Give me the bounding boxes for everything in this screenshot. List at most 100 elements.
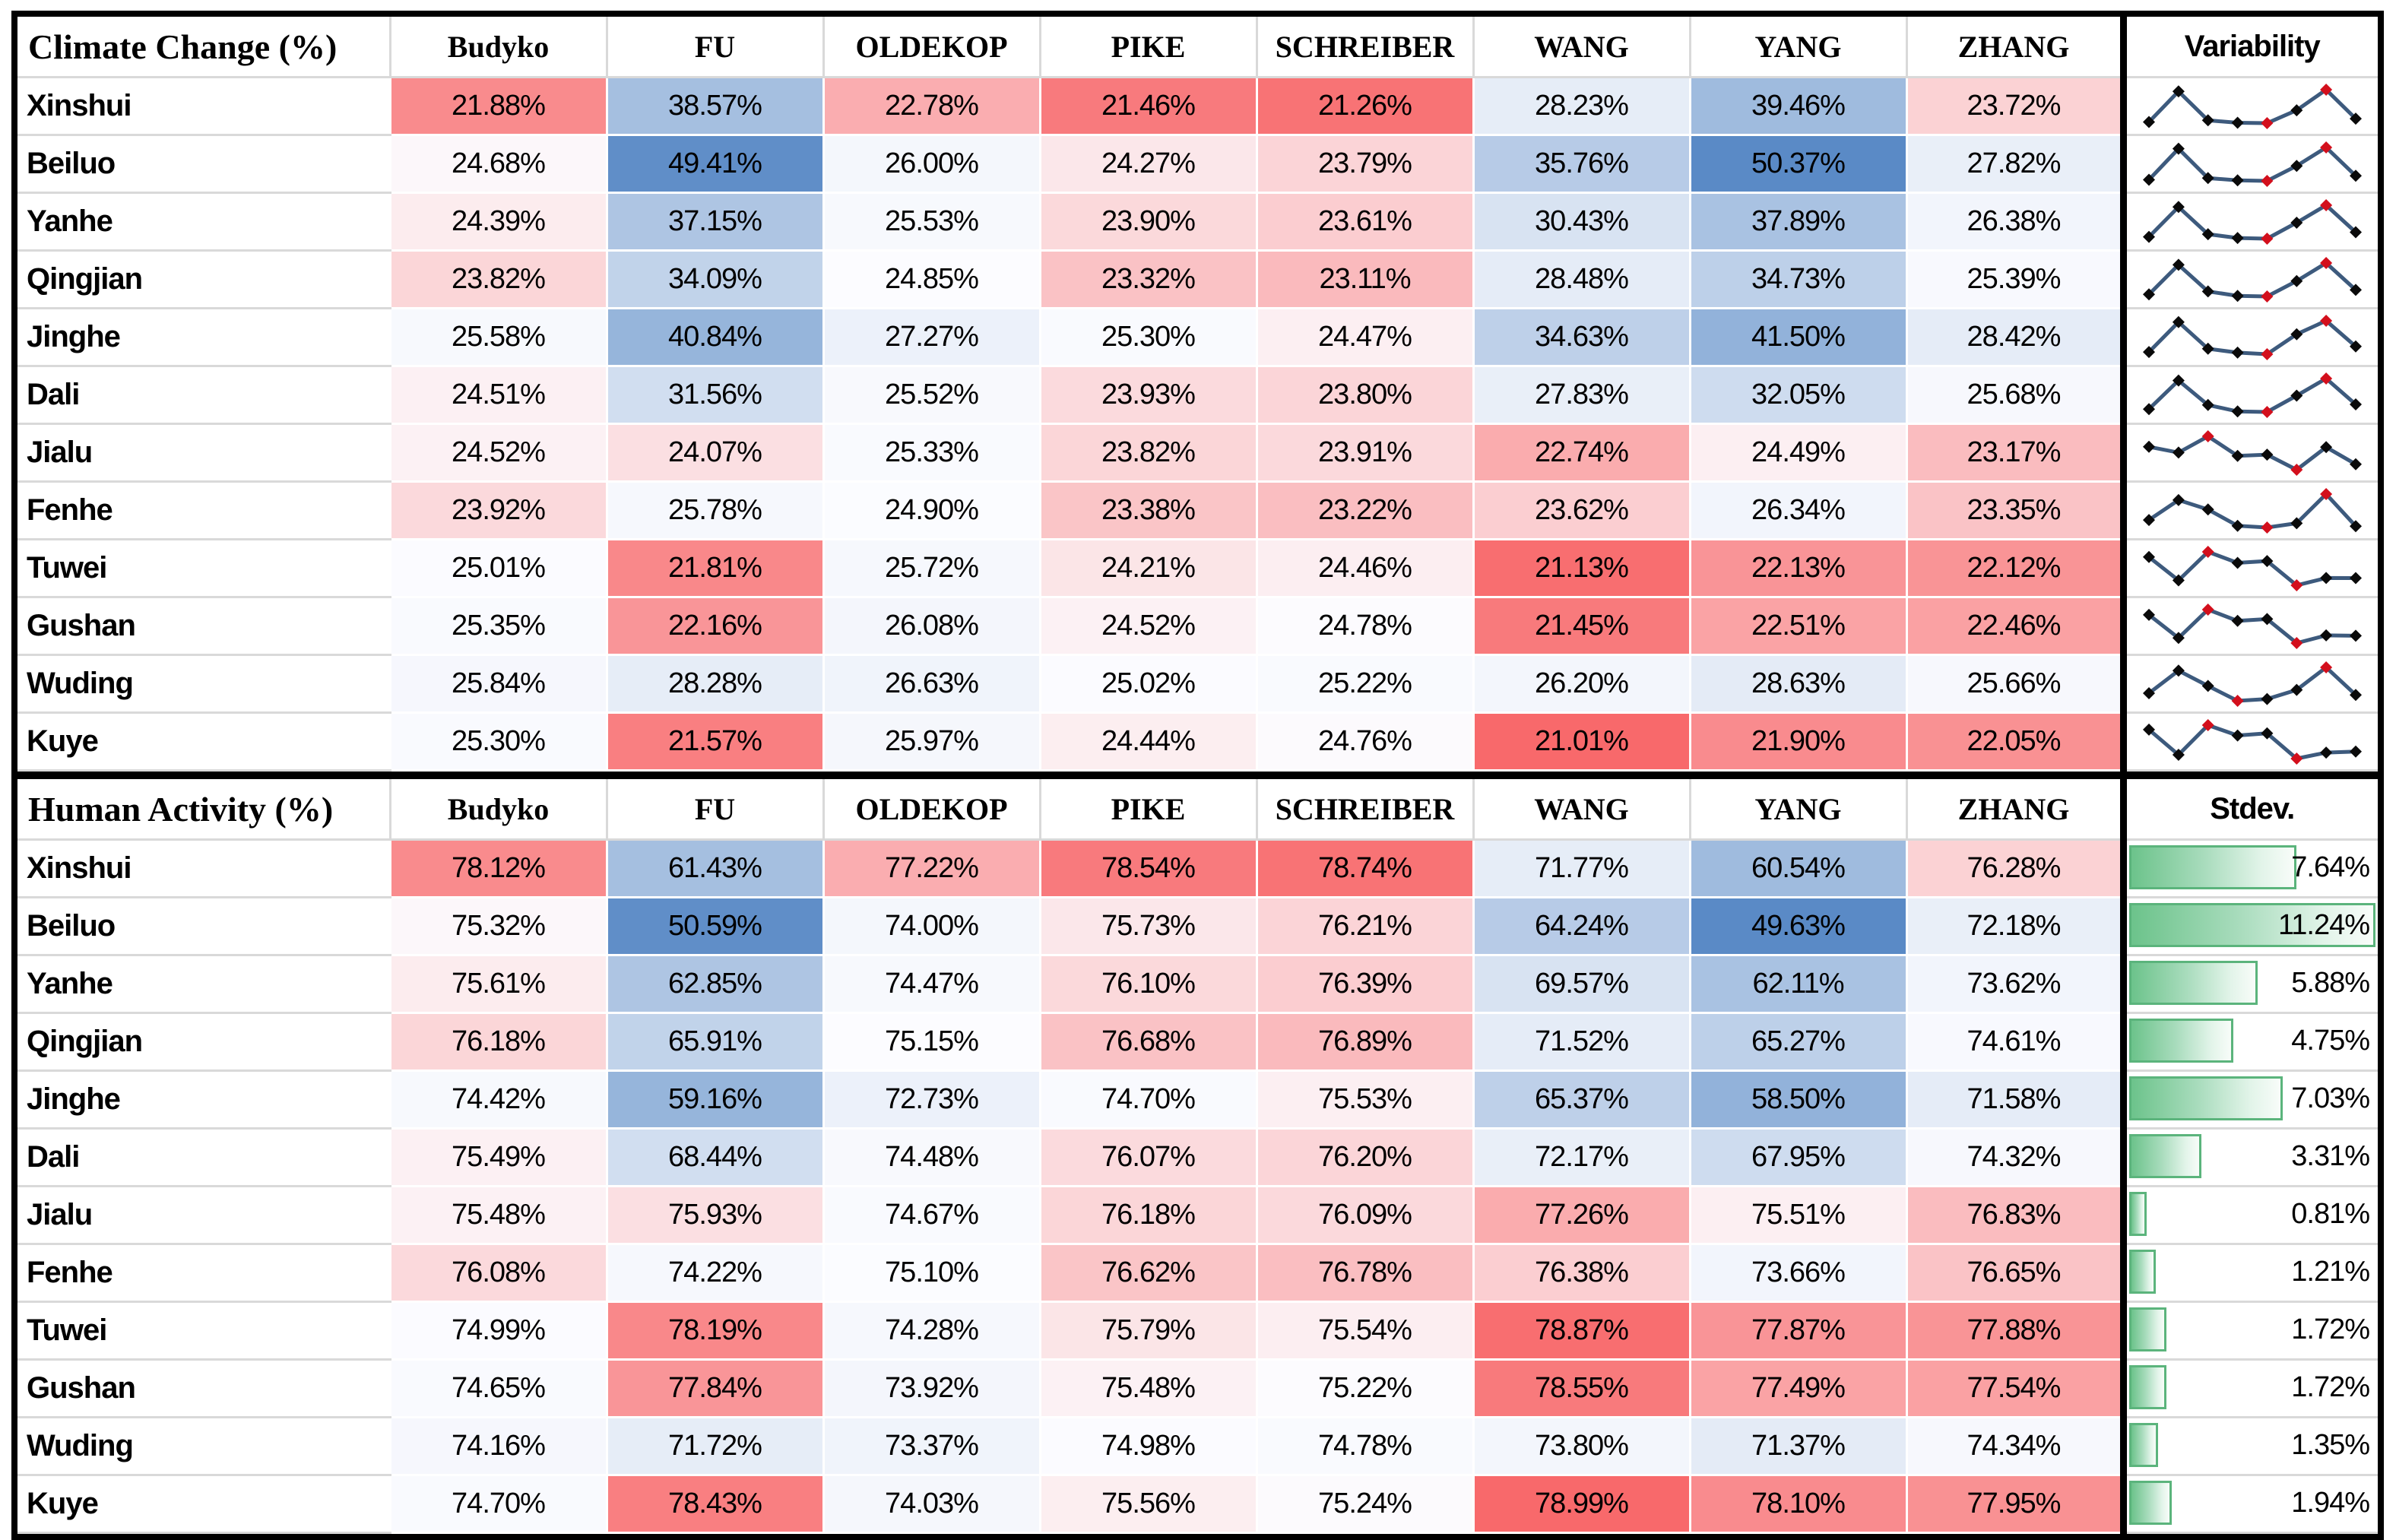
stdev-value: 5.88%: [2291, 966, 2370, 999]
value-cell: 74.00%: [822, 897, 1040, 956]
stdev-cell: 4.75%: [2119, 1012, 2378, 1072]
stdev-bar: [2130, 1481, 2172, 1525]
method-header-oldekop: OLDEKOP: [822, 17, 1040, 78]
value-cell: 76.21%: [1255, 897, 1473, 956]
stdev-bar: [2130, 1019, 2233, 1063]
value-cell: 23.38%: [1038, 481, 1257, 540]
value-cell: 74.22%: [605, 1244, 823, 1303]
value-cell: 25.30%: [388, 712, 607, 772]
value-cell: 76.65%: [1905, 1244, 2123, 1303]
table-row: Jialu 24.52% 24.07% 25.33% 23.82% 23.91% 22.74…: [17, 423, 2378, 483]
value-cell: 39.46%: [1688, 77, 1906, 136]
value-cell: 23.61%: [1255, 192, 1473, 252]
value-cell: 23.79%: [1255, 135, 1473, 194]
stdev-cell: 1.72%: [2119, 1301, 2378, 1361]
data-table: Climate Change (%) Budyko FU OLDEKOP PIKE SCH…: [17, 17, 2378, 772]
variability-cell: [2119, 539, 2378, 598]
variability-header: Variability: [2119, 17, 2378, 78]
value-cell: 22.46%: [1905, 597, 2123, 656]
value-cell: 21.88%: [388, 77, 607, 136]
method-header-pike: PIKE: [1038, 779, 1257, 841]
value-cell: 74.34%: [1905, 1417, 2123, 1476]
value-cell: 74.32%: [1905, 1128, 2123, 1187]
value-cell: 73.66%: [1688, 1244, 1906, 1303]
basin-label: Qingjian: [17, 1012, 390, 1072]
stdev-value: 7.64%: [2291, 851, 2370, 883]
value-cell: 25.02%: [1038, 654, 1257, 714]
value-cell: 69.57%: [1472, 955, 1690, 1014]
value-cell: 21.13%: [1472, 539, 1690, 598]
value-cell: 26.20%: [1472, 654, 1690, 714]
value-cell: 23.62%: [1472, 481, 1690, 540]
stdev-bar: [2130, 1134, 2201, 1178]
basin-label: Tuwei: [17, 539, 390, 598]
value-cell: 77.26%: [1472, 1186, 1690, 1245]
value-cell: 32.05%: [1688, 366, 1906, 425]
table-row: Yanhe 75.61% 62.85% 74.47% 76.10% 76.39% 69.57…: [17, 955, 2378, 1014]
value-cell: 21.26%: [1255, 77, 1473, 136]
value-cell: 27.83%: [1472, 366, 1690, 425]
stdev-value: 1.72%: [2291, 1313, 2370, 1345]
value-cell: 74.61%: [1905, 1012, 2123, 1072]
table-frame: Climate Change (%) Budyko FU OLDEKOP PIKE SCH…: [11, 11, 2384, 1540]
value-cell: 21.45%: [1472, 597, 1690, 656]
value-cell: 74.48%: [822, 1128, 1040, 1187]
method-header-schreiber: SCHREIBER: [1255, 17, 1473, 78]
section-divider: [17, 772, 2378, 779]
stdev-bar-container: 0.81%: [2130, 1192, 2375, 1236]
value-cell: 74.78%: [1255, 1417, 1473, 1476]
stdev-value: 3.31%: [2291, 1139, 2370, 1172]
value-cell: 38.57%: [605, 77, 823, 136]
value-cell: 24.07%: [605, 423, 823, 483]
variability-sparkline: [2130, 426, 2378, 480]
value-cell: 71.77%: [1472, 839, 1690, 898]
method-header-budyko: Budyko: [388, 779, 607, 841]
value-cell: 76.39%: [1255, 955, 1473, 1014]
variability-cell: [2119, 192, 2378, 252]
stdev-value: 11.24%: [2277, 908, 2370, 941]
value-cell: 71.52%: [1472, 1012, 1690, 1072]
method-header-schreiber: SCHREIBER: [1255, 779, 1473, 841]
basin-label: Kuye: [17, 712, 390, 772]
variability-sparkline: [2130, 541, 2378, 595]
section-title: Climate Change (%): [17, 17, 390, 78]
variability-sparkline: [2130, 252, 2378, 306]
stdev-cell: 3.31%: [2119, 1128, 2378, 1187]
value-cell: 23.92%: [388, 481, 607, 540]
value-cell: 65.91%: [605, 1012, 823, 1072]
table-row: Dali 75.49% 68.44% 74.48% 76.07% 76.20% 72.17%…: [17, 1128, 2378, 1187]
value-cell: 73.37%: [822, 1417, 1040, 1476]
value-cell: 61.43%: [605, 839, 823, 898]
value-cell: 73.62%: [1905, 955, 2123, 1014]
value-cell: 49.41%: [605, 135, 823, 194]
method-header-pike: PIKE: [1038, 17, 1257, 78]
value-cell: 25.97%: [822, 712, 1040, 772]
value-cell: 34.09%: [605, 250, 823, 309]
basin-label: Xinshui: [17, 77, 390, 136]
value-cell: 77.54%: [1905, 1359, 2123, 1418]
value-cell: 25.68%: [1905, 366, 2123, 425]
value-cell: 23.22%: [1255, 481, 1473, 540]
value-cell: 25.78%: [605, 481, 823, 540]
table-row: Gushan 25.35% 22.16% 26.08% 24.52% 24.78% 21.4…: [17, 597, 2378, 656]
value-cell: 58.50%: [1688, 1070, 1906, 1130]
value-cell: 77.87%: [1688, 1301, 1906, 1361]
value-cell: 50.59%: [605, 897, 823, 956]
basin-label: Beiluo: [17, 897, 390, 956]
table-row: Yanhe 24.39% 37.15% 25.53% 23.90% 23.61% 30.43…: [17, 192, 2378, 252]
value-cell: 75.54%: [1255, 1301, 1473, 1361]
value-cell: 76.09%: [1255, 1186, 1473, 1245]
table-row: Tuwei 74.99% 78.19% 74.28% 75.79% 75.54% 78.87…: [17, 1301, 2378, 1361]
human-activity-section: Human Activity (%) Budyko FU OLDEKOP PIKE SCH…: [17, 779, 2378, 1534]
value-cell: 59.16%: [605, 1070, 823, 1130]
stdev-bar-container: 7.64%: [2130, 845, 2375, 889]
value-cell: 25.35%: [388, 597, 607, 656]
value-cell: 21.81%: [605, 539, 823, 598]
basin-label: Qingjian: [17, 250, 390, 309]
variability-sparkline: [2130, 310, 2378, 364]
value-cell: 64.24%: [1472, 897, 1690, 956]
variability-sparkline: [2130, 657, 2378, 711]
stdev-value: 4.75%: [2291, 1024, 2370, 1057]
stdev-bar-container: 4.75%: [2130, 1019, 2375, 1063]
variability-cell: [2119, 366, 2378, 425]
